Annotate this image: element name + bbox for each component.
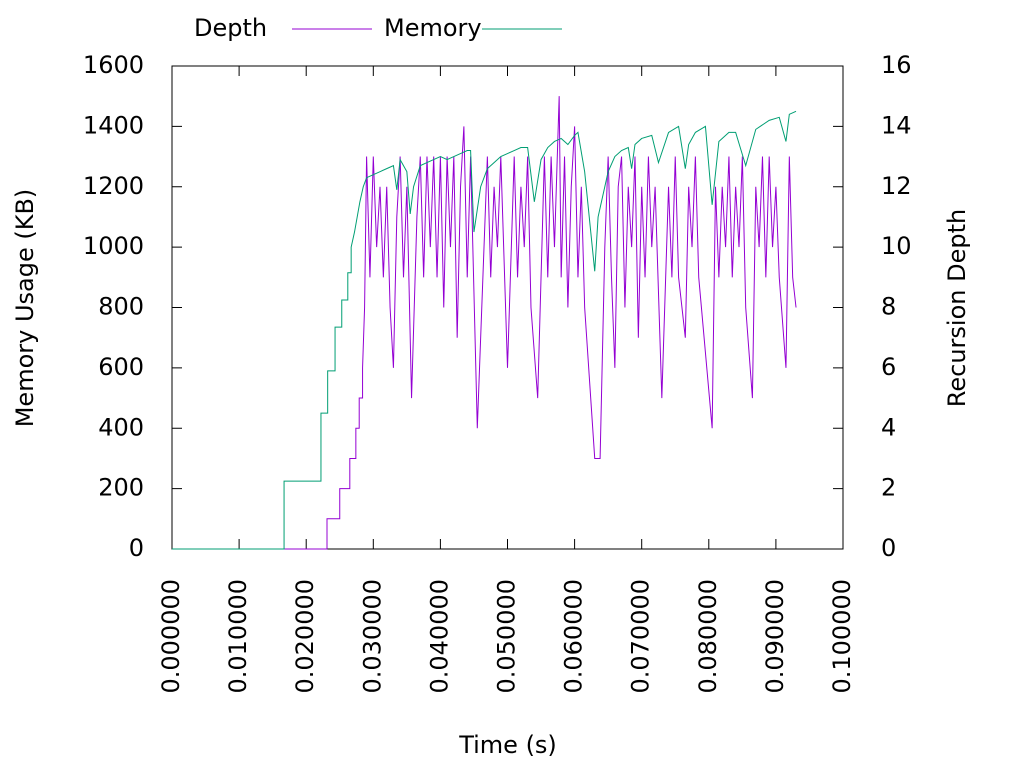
y2-tick-label: 2 (881, 474, 896, 502)
y2-tick-label: 14 (881, 111, 912, 139)
legend-label: Depth (194, 14, 267, 42)
x-tick-label: 0.000000 (157, 579, 185, 694)
y-tick-label: 1200 (83, 172, 144, 200)
y-tick-label: 600 (98, 353, 144, 381)
series-line (172, 110, 797, 550)
y2-axis-title: Recursion Depth (943, 209, 971, 407)
y2-tick-label: 8 (881, 293, 896, 321)
y-tick-label: 0 (129, 534, 144, 562)
x-tick-label: 0.030000 (358, 579, 386, 694)
x-tick-label: 0.020000 (291, 579, 319, 694)
y2-tick-label: 4 (881, 413, 896, 441)
legend-label: Memory (384, 14, 482, 42)
y2-tick-label: 16 (881, 51, 912, 79)
y-tick-label: 1000 (83, 232, 144, 260)
y2-tick-label: 0 (881, 534, 896, 562)
y-tick-label: 400 (98, 413, 144, 441)
x-tick-label: 0.010000 (224, 579, 252, 694)
y-tick-label: 1400 (83, 111, 144, 139)
x-tick-label: 0.100000 (828, 579, 856, 694)
x-tick-label: 0.040000 (425, 579, 453, 694)
y2-tick-label: 6 (881, 353, 896, 381)
y-axis-title: Memory Usage (KB) (11, 189, 39, 428)
x-tick-label: 0.090000 (761, 579, 789, 694)
series-line (172, 96, 797, 550)
y2-tick-label: 10 (881, 232, 912, 260)
y-tick-label: 200 (98, 474, 144, 502)
x-tick-label: 0.070000 (627, 579, 655, 694)
y2-tick-label: 12 (881, 172, 912, 200)
x-tick-label: 0.080000 (694, 579, 722, 694)
x-tick-label: 0.060000 (560, 579, 588, 694)
x-tick-label: 0.050000 (493, 579, 521, 694)
x-axis-title: Time (s) (458, 731, 557, 759)
plot-frame (171, 65, 844, 550)
y-tick-label: 800 (98, 293, 144, 321)
y-tick-label: 1600 (83, 51, 144, 79)
